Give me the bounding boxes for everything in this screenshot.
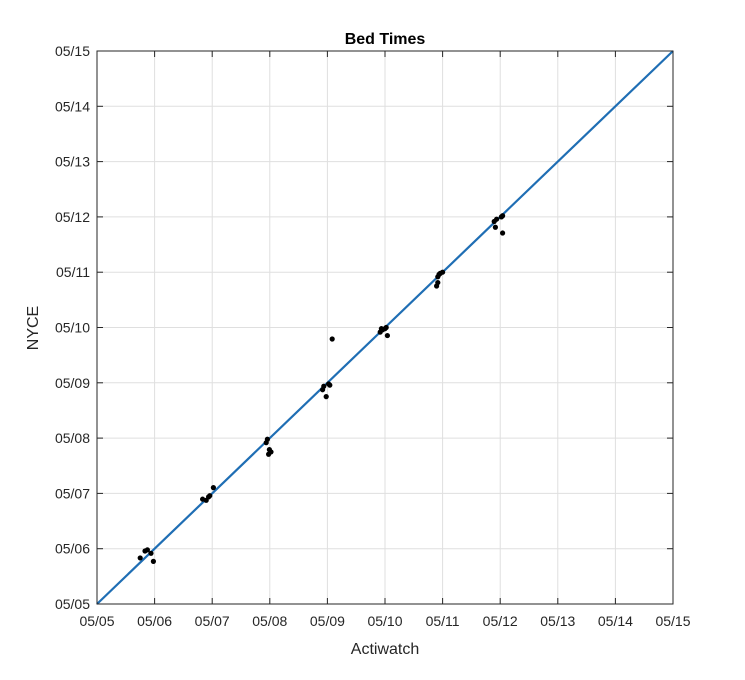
x-tick-label: 05/05 xyxy=(79,613,114,629)
data-point xyxy=(384,332,390,339)
x-tick-label: 05/13 xyxy=(540,613,575,629)
data-point xyxy=(500,213,506,219)
y-axis-title: NYCE xyxy=(25,306,42,350)
x-tick-label: 05/14 xyxy=(598,613,633,629)
data-point xyxy=(210,485,216,491)
data-points xyxy=(137,213,506,564)
y-tick-label: 05/06 xyxy=(55,541,90,557)
data-point xyxy=(435,279,441,286)
data-point xyxy=(148,550,154,556)
x-tick-label: 05/07 xyxy=(195,613,230,629)
y-tick-label: 05/07 xyxy=(55,485,90,501)
x-axis-ticks: 05/05 05/06 05/07 05/08 05/09 05/10 05/11 05/12… xyxy=(79,51,691,629)
data-point xyxy=(137,555,143,561)
data-point xyxy=(383,324,389,331)
data-point xyxy=(494,216,500,222)
y-tick-label: 05/10 xyxy=(55,320,90,336)
chart-title: Bed Times xyxy=(345,31,426,48)
data-point xyxy=(264,436,270,442)
y-tick-label: 05/08 xyxy=(55,430,90,446)
y-tick-label: 05/09 xyxy=(55,375,90,391)
y-tick-label: 05/13 xyxy=(55,154,90,170)
x-tick-label: 05/10 xyxy=(367,613,402,629)
x-tick-label: 05/08 xyxy=(252,613,287,629)
x-tick-label: 05/06 xyxy=(137,613,172,629)
y-tick-label: 05/15 xyxy=(55,43,90,59)
y-axis-ticks: 05/05 05/06 05/07 05/08 05/09 05/10 05/11 05/12… xyxy=(55,43,673,612)
y-tick-label: 05/11 xyxy=(56,264,90,280)
data-point xyxy=(327,382,333,388)
x-tick-label: 05/11 xyxy=(426,613,460,629)
y-tick-label: 05/12 xyxy=(55,209,90,225)
data-point xyxy=(492,224,498,230)
y-tick-label: 05/05 xyxy=(55,596,90,612)
data-point xyxy=(144,547,150,553)
data-point xyxy=(329,336,335,342)
data-point xyxy=(323,394,329,400)
data-point xyxy=(500,230,506,236)
x-tick-label: 05/15 xyxy=(655,613,690,629)
x-axis-title: Actiwatch xyxy=(351,641,419,658)
data-point xyxy=(440,269,446,275)
x-tick-label: 05/12 xyxy=(483,613,518,629)
data-point xyxy=(268,449,274,455)
data-point xyxy=(321,383,327,389)
data-point xyxy=(207,493,213,499)
data-point xyxy=(150,558,156,564)
x-tick-label: 05/09 xyxy=(310,613,345,629)
y-tick-label: 05/14 xyxy=(55,98,90,114)
